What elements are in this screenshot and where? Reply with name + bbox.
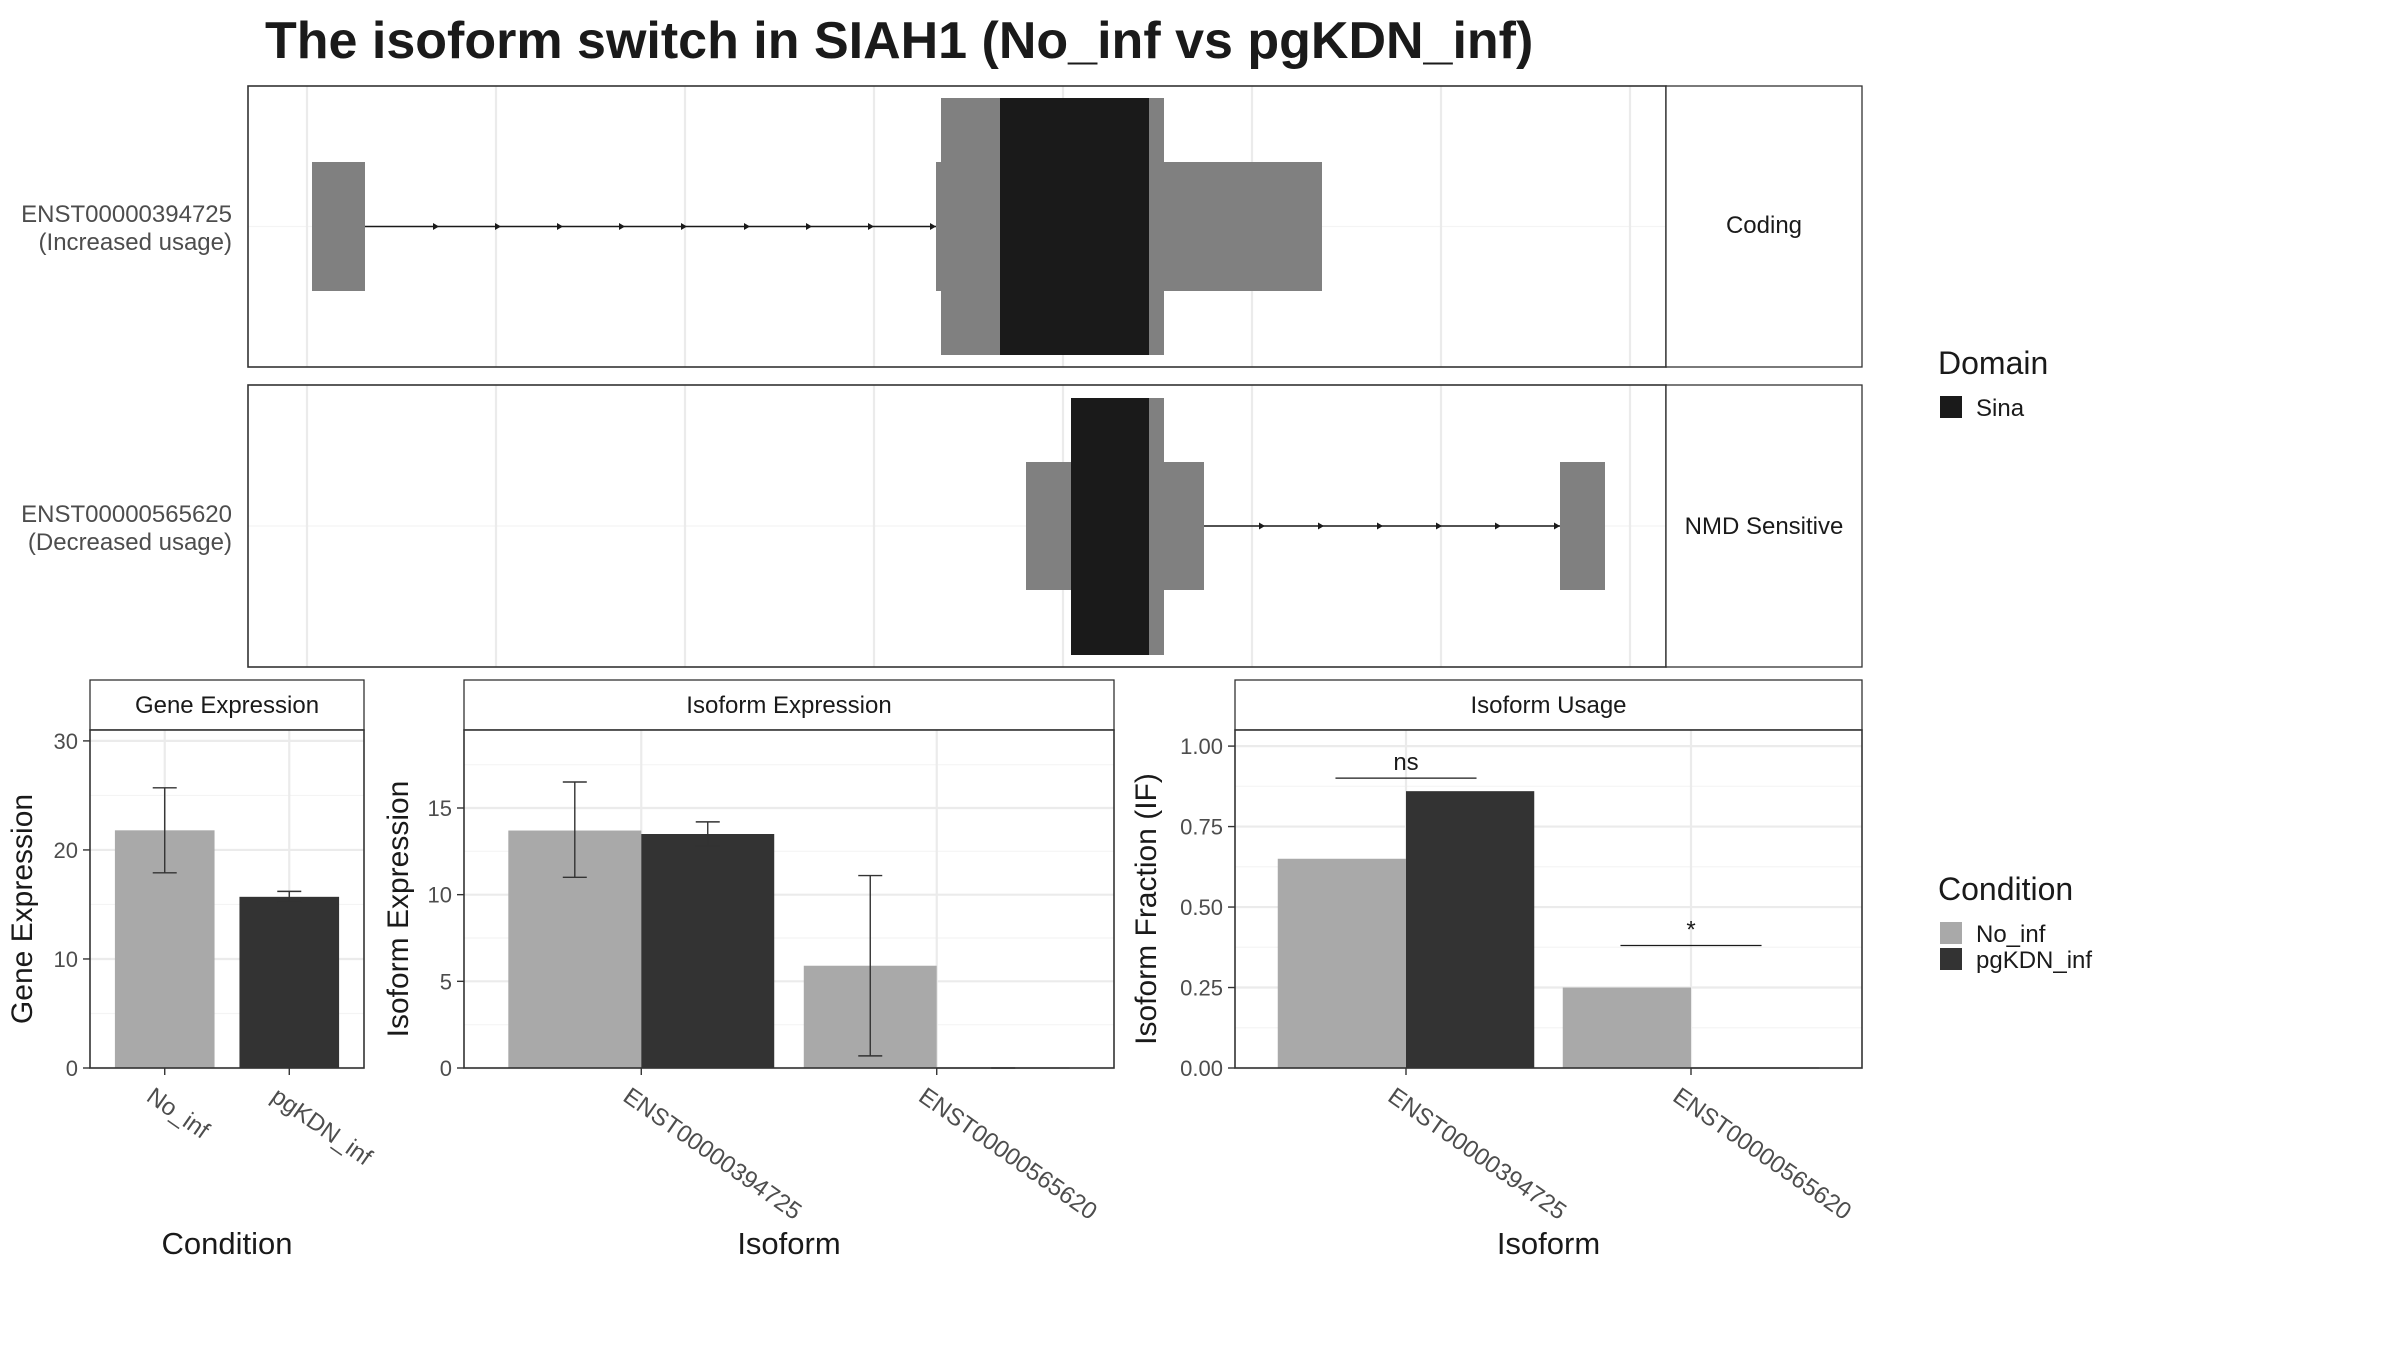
track-label-ENST00000565620: ENST00000565620 <box>21 501 232 528</box>
panel-border <box>463 729 1115 1069</box>
x-tick-label-enst00000565620: ENST00000565620 <box>914 1083 1102 1226</box>
facet-strip-gene-expression <box>89 679 365 731</box>
y-axis-title: Gene Expression <box>6 794 39 1024</box>
bar-pgkdn-inf-enst00000394725 <box>641 834 775 1068</box>
intron-strand-arrows-2 <box>1259 522 1560 530</box>
figure-title: The isoform switch in SIAH1 (No_inf vs p… <box>265 12 1533 70</box>
exon-utr-1 <box>936 162 942 291</box>
bar-no-inf-enst00000394725 <box>1277 858 1406 1068</box>
exon-utr-3prime-1 <box>1163 162 1322 291</box>
y-tick-label: 15 <box>428 796 452 821</box>
panel-title-gene-expression: Gene Expression <box>135 692 319 719</box>
facet-strip-coding <box>1665 85 1863 368</box>
y-tick-label: 10 <box>54 947 78 972</box>
sina-domain-2 <box>1071 398 1150 655</box>
legend-key-pgkdn-inf <box>1940 948 1962 970</box>
condition-legend-title: Condition <box>1938 871 2073 907</box>
sina-domain-1 <box>1000 98 1149 355</box>
significance-label: ns <box>1393 749 1418 776</box>
track-label-increased-usage: (Increased usage) <box>39 229 232 256</box>
facet-label-nmd-sensitive: NMD Sensitive <box>1685 513 1844 540</box>
exon-cds-1b <box>1149 98 1164 355</box>
y-tick-label: 0 <box>66 1056 78 1081</box>
x-tick-label-enst00000394725: ENST00000394725 <box>618 1083 806 1226</box>
y-tick-label: 0.75 <box>1180 815 1223 840</box>
isoform-expression-chart: Isoform Expression 0 5 10 15 ENST00000394725 E… <box>382 679 1115 1261</box>
condition-legend: Condition No_inf pgKDN_inf <box>1938 871 2092 974</box>
track-label-decreased-usage: (Decreased usage) <box>28 529 232 556</box>
panel-border <box>89 729 365 1069</box>
x-axis-title: Isoform <box>737 1226 840 1261</box>
panel-title-isoform-expression: Isoform Expression <box>686 692 891 719</box>
legend-label-sina: Sina <box>1976 395 2025 422</box>
y-tick-label: 10 <box>428 883 452 908</box>
x-tick-label-pgkdn-inf: pgKDN_inf <box>266 1083 377 1172</box>
transcript-structure-panel-1: Coding ENST00000394725 (Increased usage) <box>21 85 1863 368</box>
y-tick-label: 0.00 <box>1180 1056 1223 1081</box>
y-tick-label: 20 <box>54 838 78 863</box>
x-axis-title: Isoform <box>1497 1226 1600 1261</box>
domain-legend-title: Domain <box>1938 345 2048 381</box>
y-axis-title: Isoform Fraction (IF) <box>1130 773 1163 1045</box>
y-tick-label: 30 <box>54 729 78 754</box>
bar-no-inf-enst00000565620 <box>1562 987 1691 1068</box>
legend-label-no-inf: No_inf <box>1976 921 2046 948</box>
intron-strand-arrows-1 <box>433 223 936 230</box>
significance-label: * <box>1686 917 1695 944</box>
panel-border <box>1234 729 1863 1069</box>
bar-pgkdn-inf-enst00000394725 <box>1406 791 1535 1068</box>
x-tick-label-enst00000565620: ENST00000565620 <box>1668 1083 1856 1226</box>
exon-cds-1 <box>941 98 1001 355</box>
bar-pgkdn-inf <box>239 896 340 1068</box>
facet-strip-isoform-usage <box>1234 679 1863 731</box>
exon-cds-2 <box>1149 398 1164 655</box>
facet-strip-isoform-expression <box>463 679 1115 731</box>
transcript-structure-panel-2: NMD Sensitive ENST00000565620 (Decreased… <box>21 384 1863 668</box>
exon-last-2 <box>1560 462 1605 590</box>
facet-label-coding: Coding <box>1726 212 1802 239</box>
panel-title-isoform-usage: Isoform Usage <box>1470 692 1626 719</box>
x-tick-label-enst00000394725: ENST00000394725 <box>1383 1083 1571 1226</box>
x-tick-label-no-inf: No_inf <box>142 1083 215 1145</box>
legend-label-pgkdn-inf: pgKDN_inf <box>1976 947 2092 974</box>
legend-key-no-inf <box>1940 922 1962 944</box>
y-tick-label: 0 <box>440 1056 452 1081</box>
y-tick-label: 1.00 <box>1180 734 1223 759</box>
exon-utr-2 <box>1163 462 1204 590</box>
y-axis-title: Isoform Expression <box>382 781 415 1038</box>
facet-strip-nmd <box>1665 384 1863 668</box>
track-label-ENST00000394725: ENST00000394725 <box>21 201 232 228</box>
legend-key-sina <box>1940 396 1962 418</box>
y-tick-label: 0.50 <box>1180 895 1223 920</box>
y-tick-label: 0.25 <box>1180 976 1223 1001</box>
exon-utr-5prime-2 <box>1026 462 1072 590</box>
isoform-usage-chart: Isoform Usage 0.00 0.25 0.50 0.75 1.00 ns * ENST… <box>1130 679 1863 1261</box>
domain-legend: Domain Sina <box>1938 345 2048 422</box>
y-tick-label: 5 <box>440 969 452 994</box>
gene-expression-chart: Gene Expression 0 10 20 30 No_inf pgKDN_inf Con… <box>6 679 377 1261</box>
exon-1-1 <box>312 162 365 291</box>
x-axis-title: Condition <box>162 1226 293 1261</box>
